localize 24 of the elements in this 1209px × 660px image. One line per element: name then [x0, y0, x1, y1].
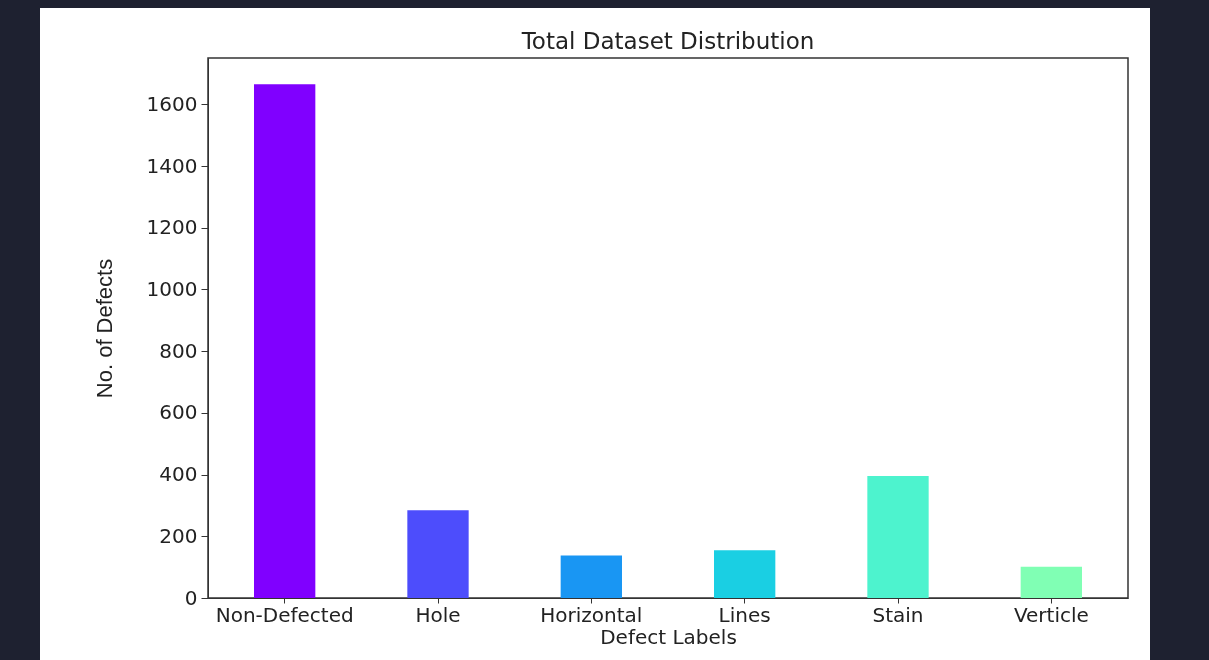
y-tick-label: 1600 [146, 91, 198, 116]
y-tick-label: 600 [159, 400, 198, 425]
x-axis-title: Defect Labels [600, 624, 737, 649]
y-tick-label: 400 [159, 462, 198, 487]
y-axis-title: No. of Defects [91, 258, 117, 399]
x-tick-label: Non-Defected [215, 602, 354, 627]
y-tick-label: 200 [159, 523, 198, 548]
y-tick-label: 800 [159, 338, 198, 363]
x-tick-label: Verticle [1013, 602, 1089, 627]
chart-title: Total Dataset Distribution [520, 28, 815, 54]
y-tick-label: 1400 [146, 153, 198, 178]
x-tick-label: Stain [872, 602, 924, 627]
x-tick-label: Hole [415, 602, 461, 627]
bar [1020, 566, 1082, 598]
y-tick-label: 1200 [146, 215, 198, 240]
bar [867, 476, 929, 598]
y-tick-label: 0 [184, 585, 198, 610]
bar [254, 84, 316, 598]
x-tick-label: Lines [718, 602, 771, 627]
bar [407, 510, 469, 598]
bar [560, 555, 622, 598]
x-tick-label: Horizontal [540, 602, 643, 627]
y-tick-label: 1000 [146, 276, 198, 301]
bar [714, 550, 776, 598]
